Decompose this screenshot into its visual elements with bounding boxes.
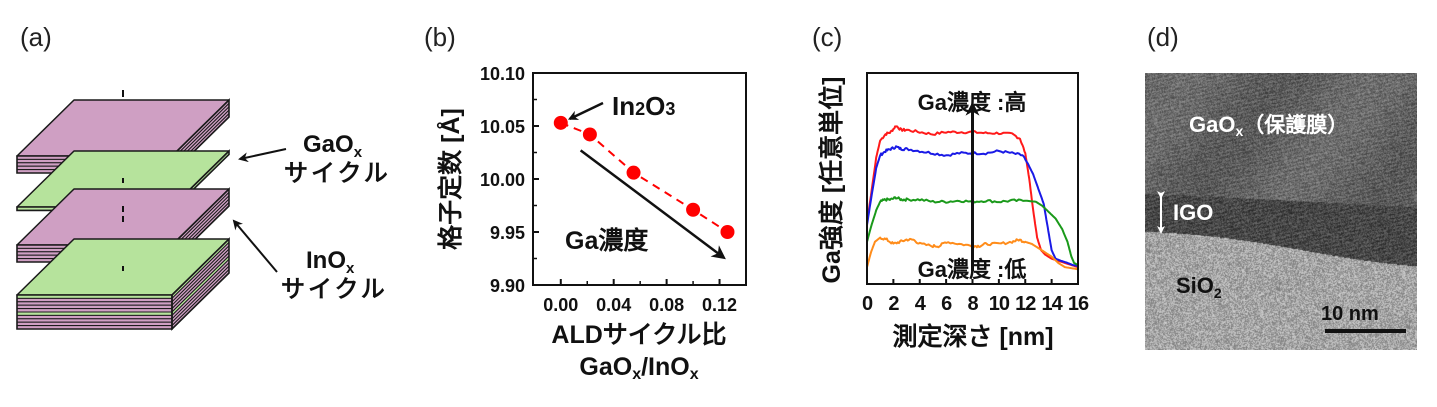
x-tick-label: 6 — [941, 293, 952, 315]
x-tick-label: 0.00 — [543, 295, 578, 315]
igo-label: IGO — [1173, 200, 1214, 225]
slab-front-layer — [16, 304, 173, 310]
slab-front-layer — [16, 314, 173, 320]
y-tick-label: 9.90 — [490, 276, 525, 296]
inox-slab-middle — [16, 187, 230, 264]
plot-frame-c — [866, 72, 1079, 285]
slab-front-layer — [16, 311, 173, 316]
x-tick-label: 14 — [1042, 293, 1064, 315]
y-axis-label-b: 格子定数 [Å] — [436, 108, 465, 250]
x-tick-label: 0.04 — [596, 295, 631, 315]
x-axis-label-b-line2: GaOx/InOx — [579, 353, 698, 383]
mixed-slab-bottom — [16, 237, 230, 331]
x-tick-label: 0.12 — [702, 295, 737, 315]
data-point — [686, 202, 701, 217]
plot-frame-b — [532, 72, 747, 286]
gaox-cycle-annotation: GaOx サイクル — [238, 131, 391, 187]
data-point — [553, 115, 568, 130]
slab-front-layer — [16, 308, 173, 313]
profile-line-highest-Ga — [866, 125, 1079, 269]
x-axis-label-b-line1: ALDサイクル比 — [551, 321, 726, 349]
scale-bar-label: 10 nm — [1321, 303, 1379, 325]
gaox-protective-film-label: GaOx（保護膜） — [1189, 112, 1349, 139]
x-tick-label: 10 — [989, 293, 1010, 315]
inox-label: InOx — [306, 247, 355, 277]
gaox-cycle-text: サイクル — [284, 160, 391, 187]
lattice-constant-chart: 0.00 0.04 0.08 0.129.909.9510.0010.0510.10 … — [436, 64, 747, 383]
slab-side-outline — [171, 237, 230, 331]
scale-bar — [1325, 329, 1406, 333]
gaox-label: GaOx — [303, 131, 363, 161]
ga-concentration-trend-arrow — [579, 149, 726, 260]
tem-image-texture — [1145, 73, 1417, 350]
x-tick-label: 8 — [967, 293, 978, 315]
x-tick-label: 2 — [888, 293, 899, 315]
x-axis-label-c: 測定深さ [nm] — [892, 322, 1053, 351]
slab-front-layer — [16, 321, 173, 327]
in2o3-label: In2O3 — [612, 91, 675, 121]
panel-label-a: (a) — [20, 22, 52, 52]
layer-stack-diagram — [16, 90, 230, 331]
inox-cycle-text: サイクル — [281, 276, 388, 303]
tem-micrograph: GaOx（保護膜） IGO SiO2 10 nm — [1145, 73, 1417, 350]
ga-concentration-label: Ga濃度 — [565, 226, 648, 255]
data-point — [626, 165, 641, 180]
y-tick-label: 10.10 — [480, 64, 525, 84]
x-tick-label: 12 — [1015, 293, 1036, 315]
in2o3-pointer-arrow — [567, 101, 604, 120]
ga-low-label: Ga濃度 :低 — [918, 257, 1027, 282]
data-point — [582, 127, 597, 142]
gaox-pointer-arrow — [238, 148, 287, 163]
igo-thickness-indicator — [1157, 191, 1165, 234]
profile-line-high-Ga — [866, 145, 1079, 268]
inox-pointer-arrow — [232, 219, 278, 273]
slab-front-layer — [16, 297, 173, 303]
panel-label-c: (c) — [812, 22, 843, 52]
data-point — [720, 225, 735, 239]
slab-front-layer — [16, 301, 173, 306]
x-tick-label: 4 — [915, 293, 927, 315]
inox-cycle-annotation: InOx サイクル — [232, 219, 388, 303]
panel-label-b: (b) — [424, 22, 456, 52]
ga-depth-profile-chart: 0 2 4 6 8 10 12 14 16 Ga濃度 :高 Ga濃度 :低 Ga強度 [任意単位]… — [817, 72, 1090, 351]
ga-high-label: Ga濃度 :高 — [918, 90, 1027, 115]
sio2-label: SiO2 — [1176, 273, 1222, 301]
y-tick-label: 10.05 — [480, 117, 525, 137]
panel-label-d: (d) — [1147, 22, 1179, 52]
y-tick-label: 9.95 — [490, 223, 525, 243]
x-tick-label: 0 — [862, 293, 873, 315]
x-tick-label: 16 — [1068, 293, 1089, 315]
slab-front-layer — [16, 318, 173, 323]
y-axis-label-c: Ga強度 [任意単位] — [817, 77, 846, 284]
y-tick-label: 10.00 — [480, 170, 525, 190]
x-tick-label: 0.08 — [649, 295, 684, 315]
